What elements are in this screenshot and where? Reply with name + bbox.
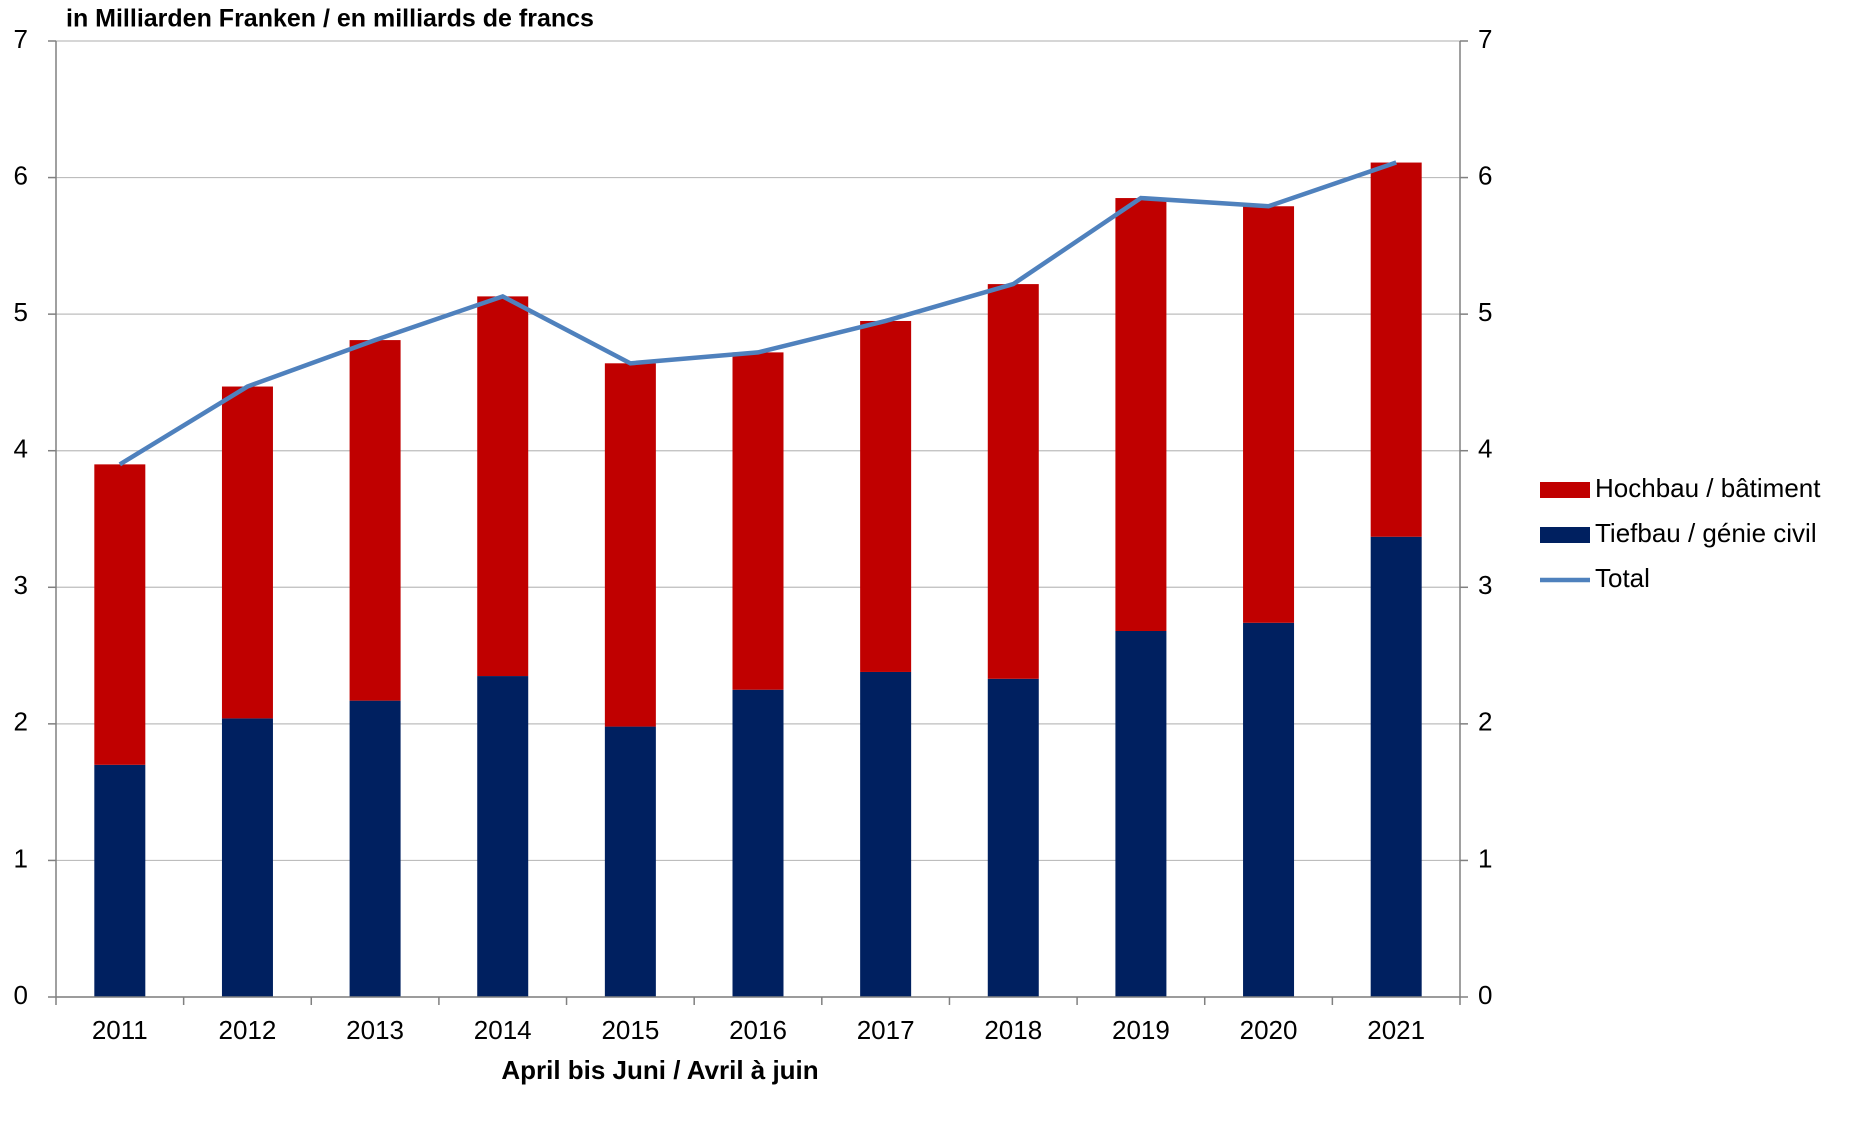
bar: [94, 464, 146, 765]
bar: [221, 718, 273, 997]
x-axis-label: April bis Juni / Avril à juin: [501, 1055, 818, 1085]
x-tick-label: 2021: [1367, 1015, 1425, 1045]
y2-tick-label: 7: [1478, 24, 1492, 54]
x-tick-label: 2014: [474, 1015, 532, 1045]
bar: [1243, 622, 1295, 997]
bar: [1115, 198, 1167, 631]
y2-tick-label: 2: [1478, 707, 1492, 737]
bar: [860, 671, 912, 997]
legend-swatch: [1540, 527, 1590, 543]
chart-title: in Milliarden Franken / en milliards de …: [66, 5, 594, 33]
bar: [477, 676, 529, 997]
legend-label: Tiefbau / génie civil: [1595, 518, 1817, 548]
bar: [732, 352, 784, 690]
y-tick-label: 3: [14, 570, 28, 600]
x-tick-label: 2012: [219, 1015, 277, 1045]
y-tick-label: 7: [14, 24, 28, 54]
x-tick-label: 2016: [729, 1015, 787, 1045]
bar: [604, 726, 656, 997]
bar: [732, 689, 784, 997]
legend-swatch: [1540, 482, 1590, 498]
y2-tick-label: 5: [1478, 297, 1492, 327]
y2-tick-label: 0: [1478, 980, 1492, 1010]
x-tick-label: 2019: [1112, 1015, 1170, 1045]
bar: [860, 320, 912, 672]
y2-tick-label: 3: [1478, 570, 1492, 600]
x-tick-label: 2020: [1240, 1015, 1298, 1045]
legend-label: Total: [1595, 563, 1650, 593]
y2-tick-label: 1: [1478, 843, 1492, 873]
bar: [1243, 206, 1295, 623]
line: [118, 160, 1397, 467]
bar: [1370, 536, 1422, 997]
y-tick-label: 0: [14, 980, 28, 1010]
y-tick-label: 1: [14, 843, 28, 873]
y-tick-label: 4: [14, 434, 28, 464]
bar: [221, 386, 273, 719]
bar: [604, 363, 656, 727]
bar: [1370, 162, 1422, 537]
legend-label: Hochbau / bâtiment: [1595, 473, 1821, 503]
y2-tick-label: 4: [1478, 434, 1492, 464]
bar: [987, 678, 1039, 997]
x-tick-label: 2011: [92, 1015, 148, 1045]
y-tick-label: 5: [14, 297, 28, 327]
x-tick-label: 2018: [984, 1015, 1042, 1045]
x-tick-label: 2015: [601, 1015, 659, 1045]
y-tick-label: 6: [14, 160, 28, 190]
bar: [94, 764, 146, 997]
bar: [987, 284, 1039, 679]
x-tick-label: 2017: [857, 1015, 915, 1045]
bar: [477, 296, 529, 677]
bar: [349, 340, 401, 701]
x-tick-label: 2013: [346, 1015, 404, 1045]
y2-tick-label: 6: [1478, 160, 1492, 190]
bar: [349, 700, 401, 997]
bar: [1115, 630, 1167, 997]
y-tick-label: 2: [14, 707, 28, 737]
